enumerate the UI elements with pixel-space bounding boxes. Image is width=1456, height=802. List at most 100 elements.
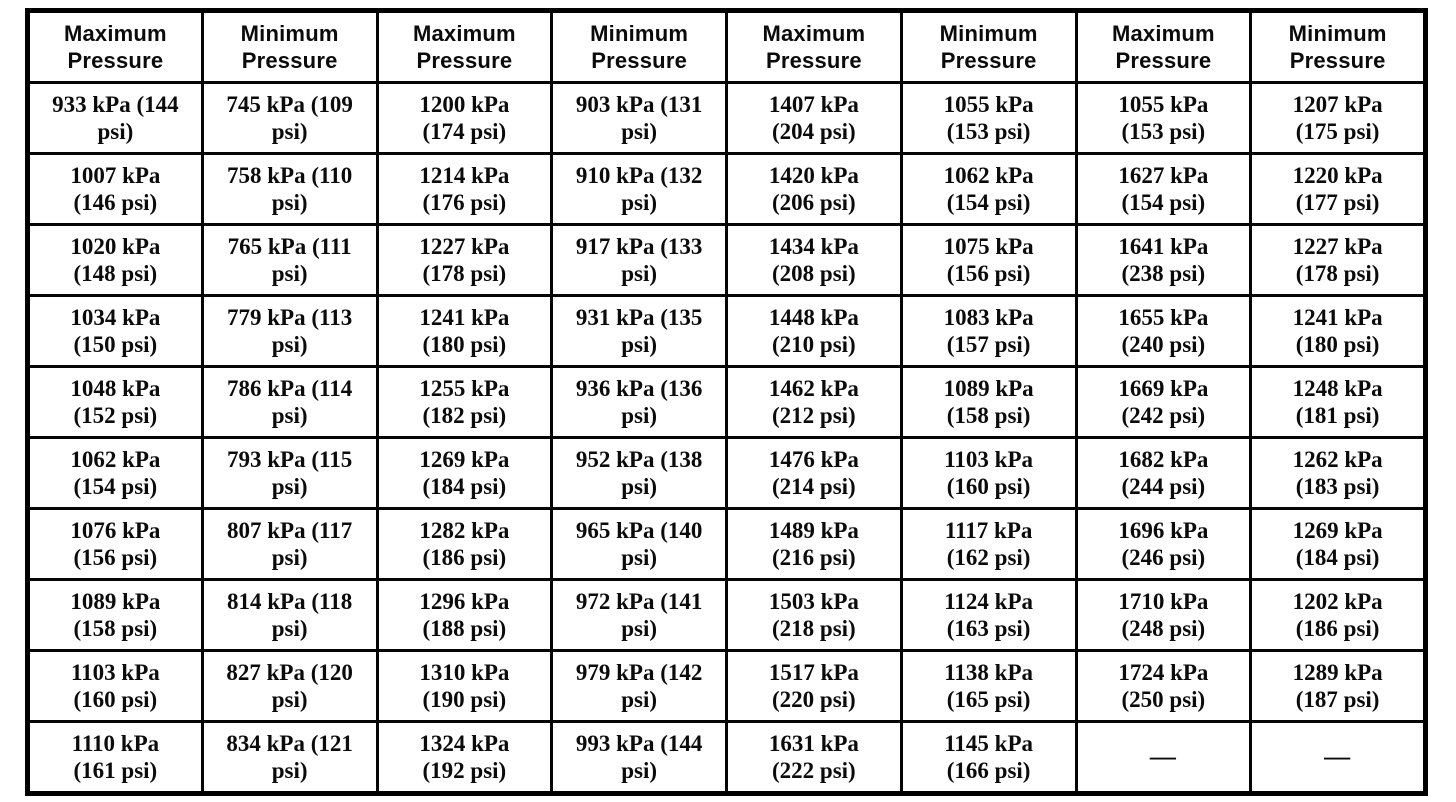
table-cell: 1282 kPa (186 psi): [375, 507, 554, 581]
table-cell: 834 kPa (121 psi): [200, 720, 379, 795]
table-cell: 1324 kPa (192 psi): [375, 720, 554, 795]
table-cell: 1076 kPa (156 psi): [26, 507, 204, 581]
table-cell: 779 kPa (113 psi): [200, 294, 379, 368]
table-cell: 1200 kPa (174 psi): [375, 81, 554, 155]
table-cell: 1117 kPa (162 psi): [899, 507, 1078, 581]
table-cell: 1138 kPa (165 psi): [899, 649, 1078, 723]
table-cell: 1227 kPa (178 psi): [1249, 223, 1427, 297]
header-row: Maximum Pressure Minimum Pressure Maximum …: [26, 9, 1427, 84]
table-cell: 979 kPa (142 psi): [550, 649, 728, 723]
table-cell: 1020 kPa (148 psi): [26, 223, 204, 297]
table-cell: 1207 kPa (175 psi): [1249, 81, 1427, 155]
table-cell: 1627 kPa (154 psi): [1074, 152, 1253, 226]
column-header: Maximum Pressure: [375, 9, 554, 84]
table-row: 1007 kPa (146 psi) 758 kPa (110 psi) 1214 …: [26, 152, 1427, 226]
table-cell: 1476 kPa (214 psi): [725, 436, 903, 510]
table-cell: 1310 kPa (190 psi): [375, 649, 554, 723]
column-header: Minimum Pressure: [1249, 9, 1427, 84]
table-row: 1048 kPa (152 psi) 786 kPa (114 psi) 1255 …: [26, 365, 1427, 439]
pressure-table: Maximum Pressure Minimum Pressure Maximum …: [25, 8, 1428, 796]
table-body: 933 kPa (144 psi) 745 kPa (109 psi) 1200 k…: [26, 81, 1427, 795]
column-header: Maximum Pressure: [1074, 9, 1253, 84]
table-cell: 807 kPa (117 psi): [200, 507, 379, 581]
table-cell: 1269 kPa (184 psi): [375, 436, 554, 510]
table-cell: 1145 kPa (166 psi): [899, 720, 1078, 795]
table-cell: 1631 kPa (222 psi): [725, 720, 903, 795]
table-cell: 827 kPa (120 psi): [200, 649, 379, 723]
table-cell: 1669 kPa (242 psi): [1074, 365, 1253, 439]
table-row: 1062 kPa (154 psi) 793 kPa (115 psi) 1269 …: [26, 436, 1427, 510]
table-cell: 745 kPa (109 psi): [200, 81, 379, 155]
table-cell: 1696 kPa (246 psi): [1074, 507, 1253, 581]
table-header: Maximum Pressure Minimum Pressure Maximum …: [26, 9, 1427, 84]
table-cell: 1462 kPa (212 psi): [725, 365, 903, 439]
table-cell: 1655 kPa (240 psi): [1074, 294, 1253, 368]
table-cell: 972 kPa (141 psi): [550, 578, 728, 652]
table-cell: 1055 kPa (153 psi): [899, 81, 1078, 155]
table-cell: 1062 kPa (154 psi): [899, 152, 1078, 226]
table-cell: 1227 kPa (178 psi): [375, 223, 554, 297]
table-cell: 917 kPa (133 psi): [550, 223, 728, 297]
table-cell: 1262 kPa (183 psi): [1249, 436, 1427, 510]
table-cell: 903 kPa (131 psi): [550, 81, 728, 155]
column-header: Minimum Pressure: [550, 9, 728, 84]
table-cell: 1710 kPa (248 psi): [1074, 578, 1253, 652]
table-cell: 1110 kPa (161 psi): [26, 720, 204, 795]
table-cell: 931 kPa (135 psi): [550, 294, 728, 368]
table-cell: 965 kPa (140 psi): [550, 507, 728, 581]
table-cell: 1220 kPa (177 psi): [1249, 152, 1427, 226]
column-header: Maximum Pressure: [26, 9, 204, 84]
table-cell: 993 kPa (144 psi): [550, 720, 728, 795]
table-cell: 1048 kPa (152 psi): [26, 365, 204, 439]
table-row: 933 kPa (144 psi) 745 kPa (109 psi) 1200 k…: [26, 81, 1427, 155]
table-cell: 1448 kPa (210 psi): [725, 294, 903, 368]
empty-cell: —: [1074, 720, 1253, 795]
column-header: Minimum Pressure: [200, 9, 379, 84]
table-cell: 1089 kPa (158 psi): [26, 578, 204, 652]
table-cell: 1202 kPa (186 psi): [1249, 578, 1427, 652]
table-cell: 793 kPa (115 psi): [200, 436, 379, 510]
table-cell: 1089 kPa (158 psi): [899, 365, 1078, 439]
table-cell: 1296 kPa (188 psi): [375, 578, 554, 652]
table-cell: 1241 kPa (180 psi): [375, 294, 554, 368]
table-cell: 1255 kPa (182 psi): [375, 365, 554, 439]
table-cell: 765 kPa (111 psi): [200, 223, 379, 297]
table-cell: 1724 kPa (250 psi): [1074, 649, 1253, 723]
empty-cell: —: [1249, 720, 1427, 795]
table-cell: 786 kPa (114 psi): [200, 365, 379, 439]
table-cell: 952 kPa (138 psi): [550, 436, 728, 510]
table-cell: 758 kPa (110 psi): [200, 152, 379, 226]
table-cell: 1241 kPa (180 psi): [1249, 294, 1427, 368]
table-cell: 1062 kPa (154 psi): [26, 436, 204, 510]
table-cell: 1083 kPa (157 psi): [899, 294, 1078, 368]
table-cell: 1075 kPa (156 psi): [899, 223, 1078, 297]
table-row: 1103 kPa (160 psi) 827 kPa (120 psi) 1310 …: [26, 649, 1427, 723]
table-cell: 1007 kPa (146 psi): [26, 152, 204, 226]
column-header: Minimum Pressure: [899, 9, 1078, 84]
table-cell: 1503 kPa (218 psi): [725, 578, 903, 652]
table-cell: 1420 kPa (206 psi): [725, 152, 903, 226]
table-cell: 1124 kPa (163 psi): [899, 578, 1078, 652]
table-cell: 1517 kPa (220 psi): [725, 649, 903, 723]
table-cell: 1103 kPa (160 psi): [899, 436, 1078, 510]
table-cell: 1489 kPa (216 psi): [725, 507, 903, 581]
table-cell: 814 kPa (118 psi): [200, 578, 379, 652]
table-row: 1034 kPa (150 psi) 779 kPa (113 psi) 1241 …: [26, 294, 1427, 368]
table-cell: 1055 kPa (153 psi): [1074, 81, 1253, 155]
table-cell: 1434 kPa (208 psi): [725, 223, 903, 297]
table-row: 1089 kPa (158 psi) 814 kPa (118 psi) 1296 …: [26, 578, 1427, 652]
table-cell: 1214 kPa (176 psi): [375, 152, 554, 226]
table-cell: 1269 kPa (184 psi): [1249, 507, 1427, 581]
table-cell: 1103 kPa (160 psi): [26, 649, 204, 723]
table-cell: 1407 kPa (204 psi): [725, 81, 903, 155]
table-cell: 1248 kPa (181 psi): [1249, 365, 1427, 439]
table-cell: 1034 kPa (150 psi): [26, 294, 204, 368]
table-cell: 936 kPa (136 psi): [550, 365, 728, 439]
table-row: 1020 kPa (148 psi) 765 kPa (111 psi) 1227 …: [26, 223, 1427, 297]
table-row: 1076 kPa (156 psi) 807 kPa (117 psi) 1282 …: [26, 507, 1427, 581]
table-cell: 1682 kPa (244 psi): [1074, 436, 1253, 510]
table-cell: 933 kPa (144 psi): [26, 81, 204, 155]
table-cell: 910 kPa (132 psi): [550, 152, 728, 226]
table-cell: 1289 kPa (187 psi): [1249, 649, 1427, 723]
